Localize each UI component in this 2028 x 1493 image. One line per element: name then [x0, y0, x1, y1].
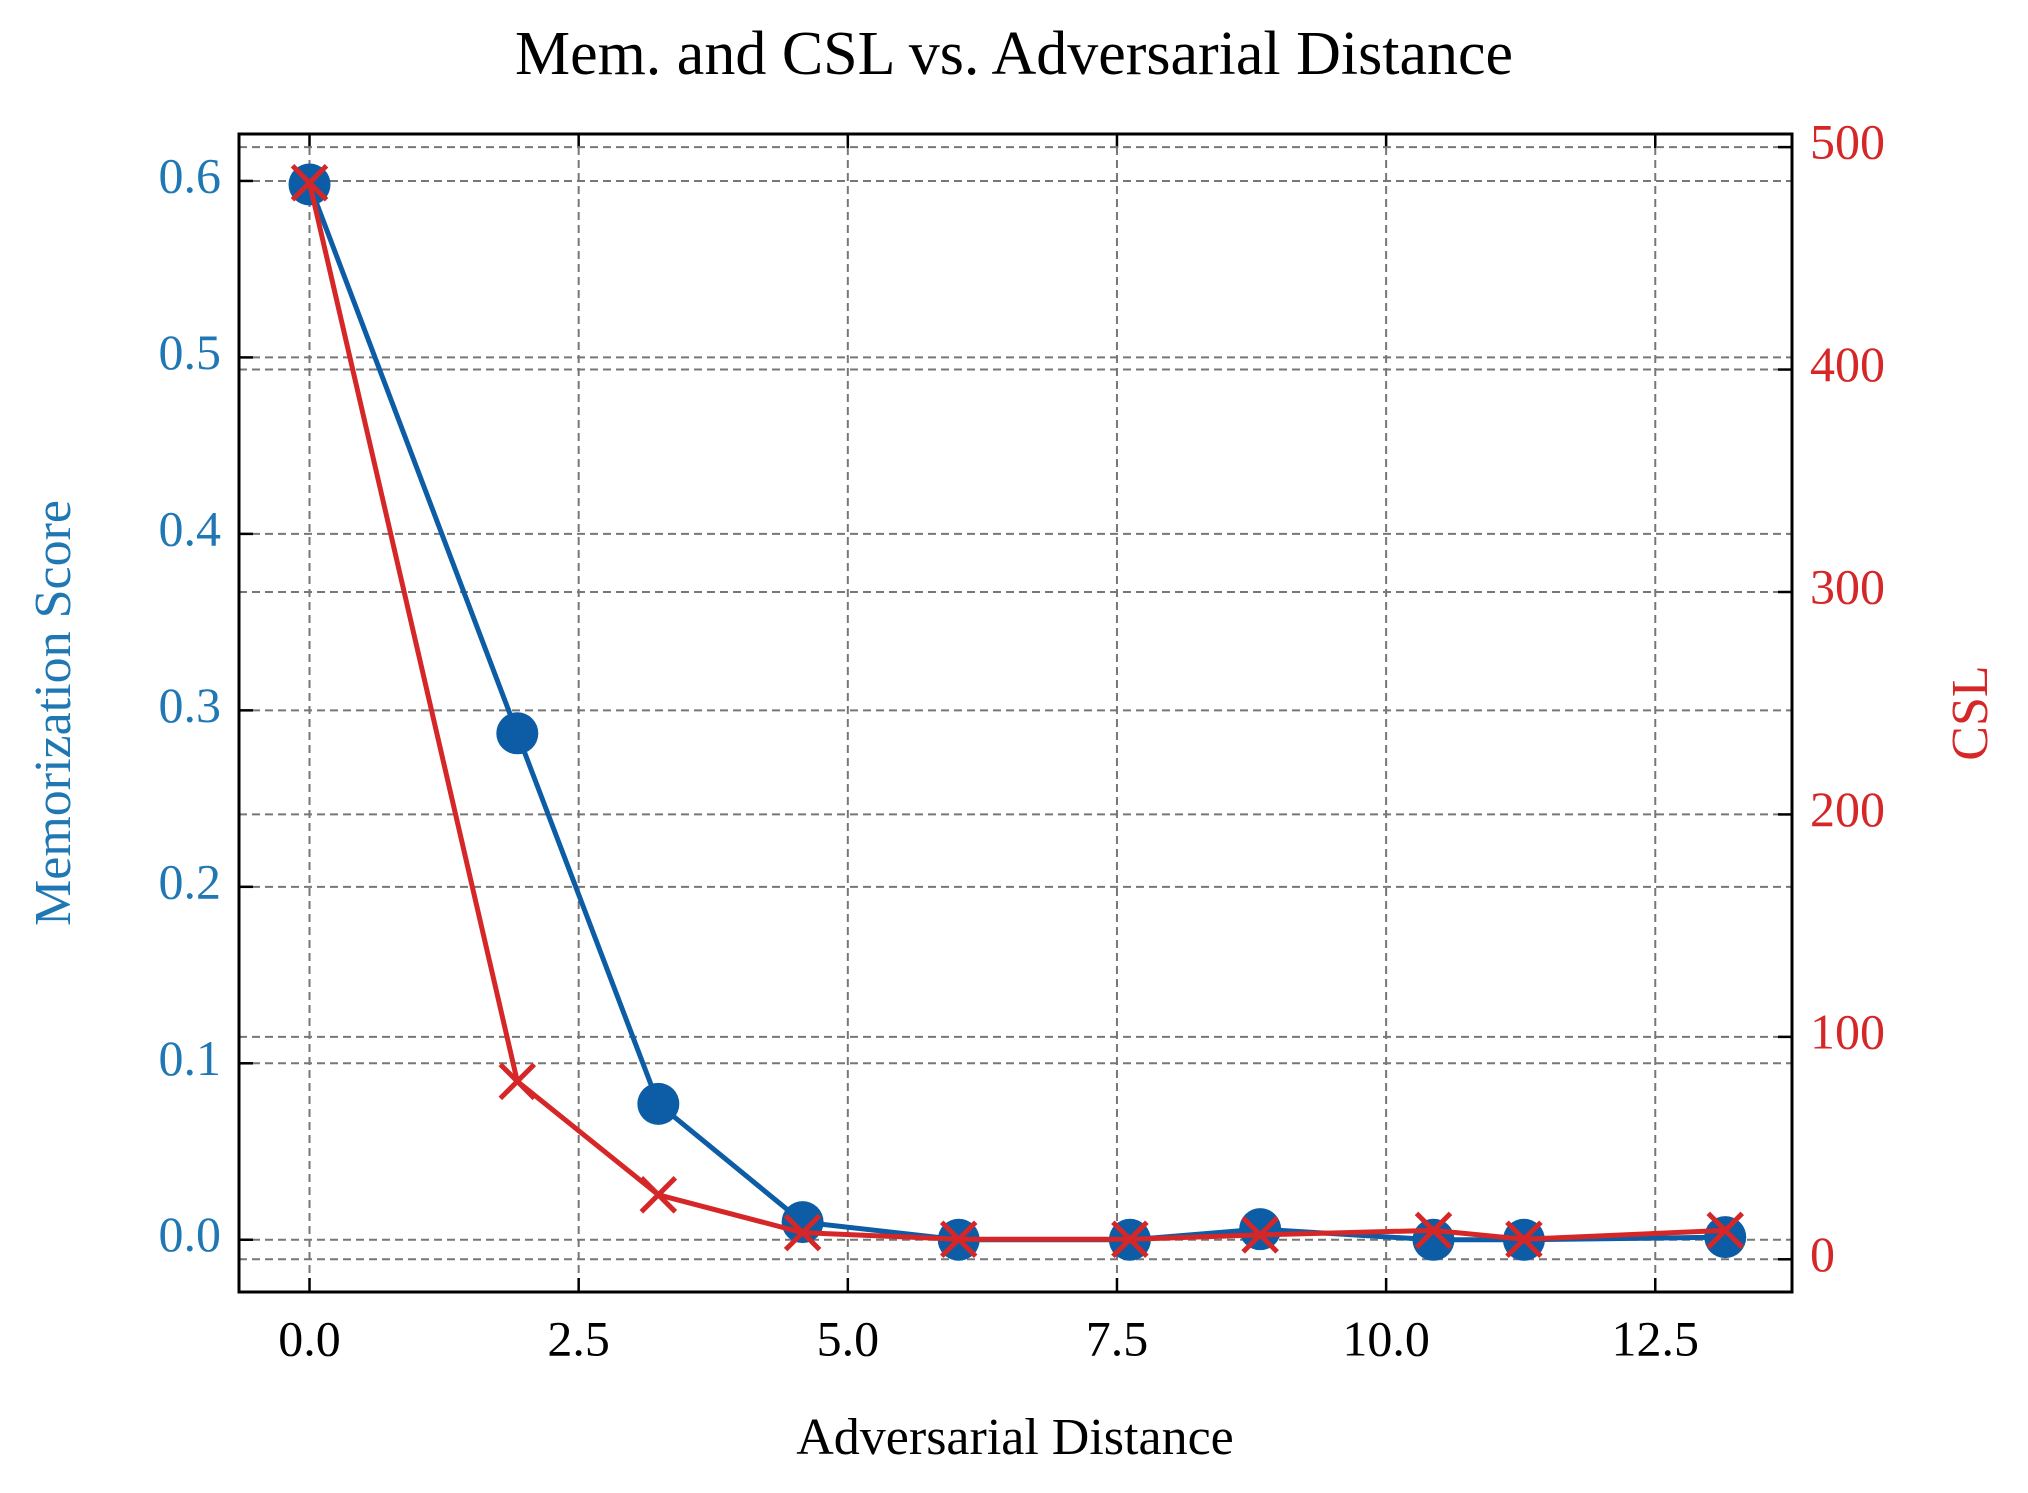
x-tick-label: 5.0	[817, 1310, 880, 1366]
x-axis-label: Adversarial Distance	[796, 1409, 1233, 1466]
y-tick-label: 0.5	[159, 324, 222, 380]
y2-tick-label: 200	[1810, 781, 1885, 837]
point	[290, 163, 329, 202]
point	[1241, 1216, 1279, 1254]
y2-tick-label: 500	[1810, 114, 1885, 170]
point	[1414, 1211, 1453, 1250]
point	[939, 1220, 978, 1259]
x-tick-label: 12.5	[1612, 1310, 1700, 1366]
series-line	[307, 182, 1726, 1242]
x-tick-label: 2.5	[547, 1310, 610, 1366]
series-line	[307, 183, 1726, 1243]
point	[1412, 1218, 1455, 1261]
point	[496, 712, 539, 755]
point	[1704, 1216, 1747, 1259]
point	[783, 1213, 822, 1252]
y2-tick-label: 0	[1810, 1226, 1835, 1282]
point	[637, 1082, 680, 1125]
y2-tick-label: 100	[1810, 1003, 1885, 1059]
y2-tick-label: 300	[1810, 558, 1885, 614]
point	[1239, 1208, 1282, 1251]
y-tick-label: 0.1	[159, 1030, 222, 1086]
y-axis-label: Memorization Score	[25, 500, 82, 926]
point	[1706, 1211, 1745, 1250]
point	[639, 1176, 678, 1214]
x-tick-label: 0.0	[278, 1310, 341, 1366]
point	[498, 1062, 537, 1101]
point	[1111, 1220, 1149, 1259]
y-tick-label: 0.3	[159, 677, 222, 733]
y-tick-label: 0.2	[159, 853, 222, 909]
x-tick-label: 10.0	[1342, 1310, 1430, 1366]
y-tick-label: 0.6	[159, 147, 222, 203]
chart-title: Mem. and CSL vs. Adversarial Distance	[515, 20, 1513, 88]
y2-tick-label: 400	[1810, 336, 1885, 392]
x-tick-label: 7.5	[1086, 1310, 1149, 1366]
point	[1505, 1220, 1543, 1259]
y-tick-label: 0.0	[159, 1206, 222, 1262]
point	[781, 1201, 824, 1244]
plot-frame	[237, 132, 1794, 1294]
y-tick-label: 0.4	[159, 500, 222, 556]
y2-axis-label: CSL	[1942, 665, 1999, 760]
